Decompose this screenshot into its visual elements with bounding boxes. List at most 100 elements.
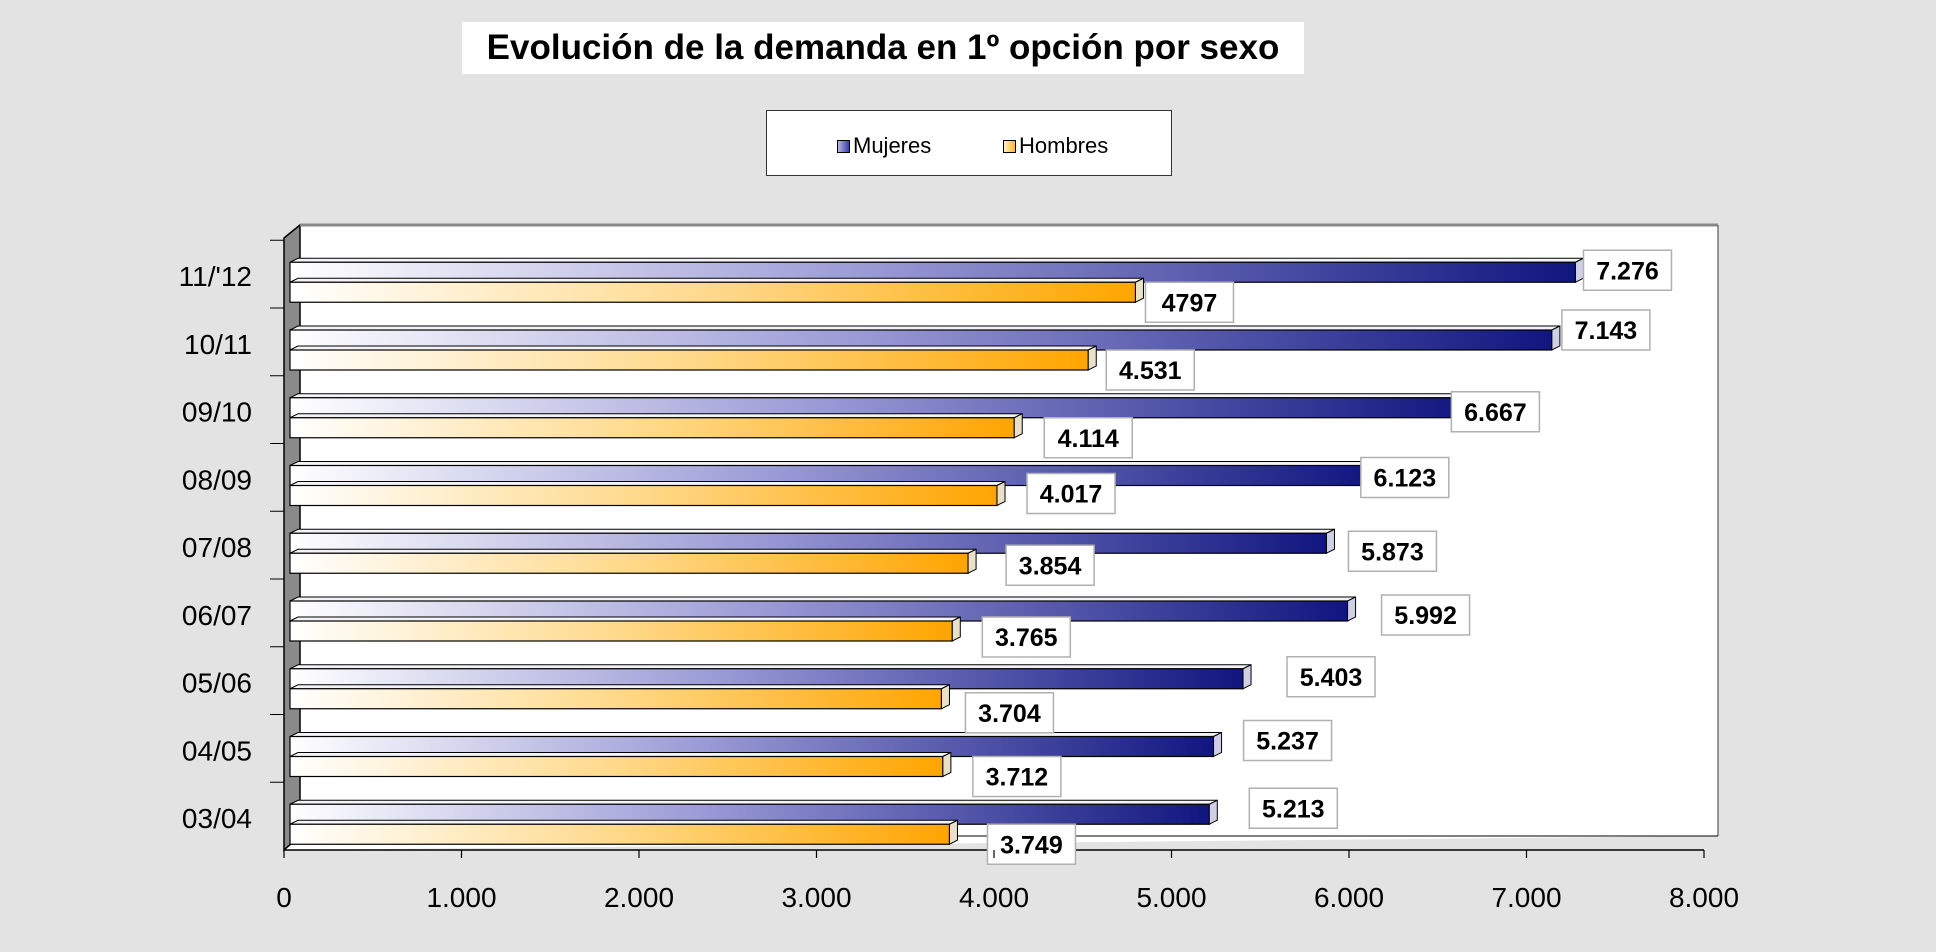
legend-item-hombres: Hombres — [1003, 133, 1108, 159]
chart-title: Evolución de la demanda en 1º opción por… — [462, 22, 1304, 74]
data-label-box-mujeres-1 — [1242, 719, 1333, 762]
bar-mujeres-8-side — [1574, 257, 1584, 284]
data-labels: 5.213 3.749 5.237 3.712 5.403 3.704 5.992 3.765… — [964, 249, 1673, 865]
data-label-box-hombres-8 — [1144, 281, 1235, 323]
category-label-1: 04/05 — [182, 735, 252, 766]
legend-label-hombres: Hombres — [1019, 133, 1109, 158]
bar-hombres-8-front — [289, 281, 1137, 303]
data-label-box-hombres-7 — [1105, 349, 1196, 391]
bar-mujeres-1-side — [1213, 731, 1223, 758]
data-label-mujeres-2: 5.403 — [1286, 656, 1376, 698]
category-label-5: 08/09 — [182, 464, 252, 495]
x-tick-label-4: 4.000 — [959, 882, 1029, 913]
category-label-8: 11/'12 — [179, 261, 252, 292]
data-label-text-hombres-1: 3.712 — [986, 764, 1049, 792]
legend-swatch-hombres — [1003, 139, 1016, 153]
bar-hombres-3-front — [289, 620, 953, 642]
data-label-text-hombres-5: 4.017 — [1040, 481, 1103, 509]
bar-hombres-5 — [289, 480, 1006, 507]
data-label-mujeres-1: 5.237 — [1242, 719, 1333, 762]
data-label-text-mujeres-5: 6.123 — [1374, 465, 1437, 493]
data-label-box-mujeres-7 — [1561, 309, 1651, 351]
data-label-text-mujeres-7: 7.143 — [1575, 317, 1638, 345]
bar-hombres-8-top — [289, 277, 1144, 283]
data-label-box-mujeres-6 — [1450, 391, 1541, 433]
bar-hombres-8 — [289, 277, 1144, 304]
data-label-text-hombres-2: 3.704 — [978, 700, 1041, 728]
bar-hombres-0 — [289, 819, 958, 846]
bar-mujeres-2 — [289, 663, 1252, 690]
bar-mujeres-7 — [289, 325, 1561, 351]
bar-mujeres-0-side — [1208, 799, 1218, 826]
data-label-hombres-5: 4.017 — [1026, 472, 1116, 515]
bar-hombres-0-front — [289, 823, 951, 845]
x-tick-label-2: 2.000 — [604, 882, 674, 913]
bar-hombres-5-top — [289, 481, 1006, 486]
category-label-4: 07/08 — [182, 532, 252, 563]
bar-hombres-2-side — [940, 683, 950, 710]
bar-mujeres-0 — [289, 799, 1218, 826]
data-label-mujeres-3: 5.992 — [1380, 594, 1471, 636]
bar-hombres-7-front — [289, 349, 1089, 371]
data-label-text-hombres-7: 4.531 — [1119, 357, 1182, 385]
bar-hombres-2-front — [289, 688, 943, 710]
data-label-text-mujeres-8: 7.276 — [1596, 257, 1659, 285]
x-tick-label-1: 1.000 — [426, 882, 496, 913]
x-tick-label-5: 5.000 — [1136, 882, 1206, 913]
data-label-mujeres-5: 6.123 — [1360, 456, 1450, 499]
bar-hombres-6-front — [289, 417, 1015, 439]
x-tick-label-3: 3.000 — [781, 882, 851, 913]
data-label-box-mujeres-8 — [1582, 249, 1673, 291]
data-label-hombres-2: 3.704 — [964, 692, 1055, 734]
bar-mujeres-6-top — [289, 393, 1476, 399]
data-label-text-hombres-8: 4797 — [1162, 289, 1218, 317]
data-label-box-mujeres-4 — [1347, 530, 1438, 572]
data-label-hombres-1: 3.712 — [972, 755, 1062, 798]
bar-hombres-5-side — [996, 480, 1006, 507]
bar-hombres-1 — [289, 751, 952, 778]
bar-hombres-3-side — [951, 616, 961, 642]
data-label-box-hombres-2 — [964, 692, 1055, 734]
bar-hombres-4 — [289, 548, 977, 575]
bar-mujeres-8-top — [289, 257, 1584, 263]
data-label-text-mujeres-1: 5.237 — [1256, 728, 1319, 756]
bar-hombres-5-front — [289, 484, 998, 507]
bar-hombres-4-side — [967, 548, 977, 575]
data-label-box-mujeres-2 — [1286, 656, 1376, 698]
data-label-text-hombres-4: 3.854 — [1019, 552, 1082, 580]
bar-hombres-0-side — [948, 819, 958, 846]
category-label-7: 10/11 — [184, 329, 252, 360]
bar-mujeres-8 — [289, 257, 1584, 284]
data-label-hombres-6: 4.114 — [1043, 417, 1133, 459]
bar-hombres-7-top — [289, 345, 1097, 351]
data-label-box-hombres-1 — [972, 755, 1062, 798]
data-label-hombres-4: 3.854 — [1005, 544, 1095, 586]
bar-mujeres-4-side — [1325, 528, 1335, 555]
data-label-box-mujeres-3 — [1380, 594, 1471, 636]
bar-hombres-1-front — [289, 755, 944, 778]
category-label-6: 09/10 — [182, 397, 252, 428]
bar-hombres-6-side — [1013, 412, 1023, 439]
data-label-hombres-7: 4.531 — [1105, 349, 1196, 391]
legend-swatch-mujeres — [837, 139, 850, 153]
data-label-hombres-0: 3.749 — [986, 823, 1077, 865]
bar-hombres-1-side — [942, 751, 952, 778]
bar-mujeres-7-side — [1551, 325, 1561, 351]
bar-hombres-7-side — [1087, 345, 1097, 371]
legend-label-mujeres: Mujeres — [853, 133, 932, 158]
data-label-mujeres-0: 5.213 — [1248, 787, 1339, 829]
bar-mujeres-5-top — [289, 461, 1380, 466]
bar-mujeres-3-side — [1347, 596, 1357, 622]
axes: 03/04 04/05 05/06 06/07 07/08 08/09 09/10 10/11… — [179, 239, 1739, 913]
data-label-box-mujeres-0 — [1248, 787, 1339, 829]
data-label-hombres-3: 3.765 — [981, 616, 1072, 658]
data-label-box-hombres-0 — [986, 823, 1077, 865]
data-label-box-hombres-5 — [1026, 472, 1116, 515]
bar-hombres-8-side — [1134, 277, 1144, 304]
data-label-text-mujeres-4: 5.873 — [1361, 538, 1424, 566]
x-tick-label-6: 6.000 — [1314, 882, 1384, 913]
bar-mujeres-3 — [289, 596, 1357, 622]
category-label-2: 05/06 — [182, 668, 252, 699]
data-label-text-mujeres-2: 5.403 — [1300, 664, 1363, 692]
